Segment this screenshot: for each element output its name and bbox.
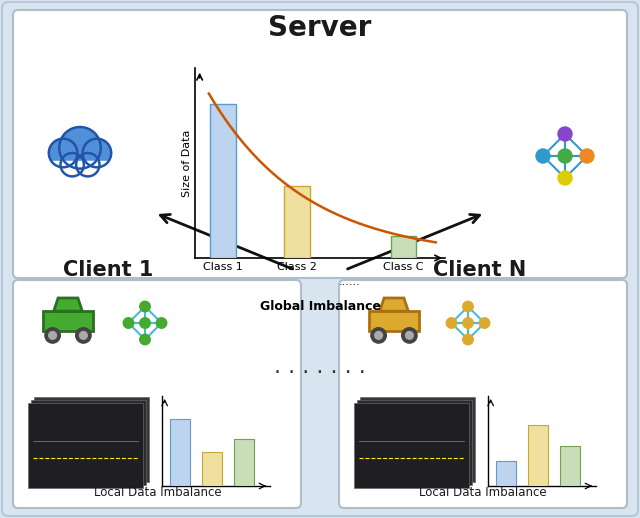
Circle shape — [140, 334, 150, 345]
Bar — [284, 185, 310, 258]
Text: · · · · · · ·: · · · · · · · — [274, 363, 366, 383]
Circle shape — [479, 318, 490, 328]
FancyBboxPatch shape — [13, 280, 301, 508]
Circle shape — [45, 328, 60, 343]
Bar — [170, 419, 191, 486]
Bar — [46, 161, 114, 179]
Circle shape — [59, 127, 101, 168]
Bar — [390, 236, 416, 258]
Circle shape — [76, 328, 91, 343]
Text: Local Data Imbalance: Local Data Imbalance — [94, 486, 222, 499]
Bar — [357, 400, 472, 485]
Bar — [234, 439, 253, 486]
Bar — [369, 311, 419, 331]
Bar — [528, 425, 548, 486]
Bar — [43, 311, 93, 331]
Circle shape — [124, 318, 134, 328]
Circle shape — [463, 301, 473, 312]
Circle shape — [402, 328, 417, 343]
Text: ......: ...... — [339, 277, 361, 287]
Circle shape — [156, 318, 167, 328]
Text: Global Imbalance: Global Imbalance — [259, 300, 381, 313]
Text: Server: Server — [268, 14, 372, 42]
Bar — [360, 397, 475, 482]
Text: Client N: Client N — [433, 260, 527, 280]
FancyBboxPatch shape — [339, 280, 627, 508]
Bar — [210, 104, 236, 258]
Circle shape — [375, 332, 383, 339]
Bar — [28, 403, 143, 488]
Circle shape — [83, 139, 111, 167]
Polygon shape — [380, 298, 408, 311]
Circle shape — [79, 332, 87, 339]
Circle shape — [536, 149, 550, 163]
Text: Client 1: Client 1 — [63, 260, 153, 280]
Bar — [354, 403, 469, 488]
Circle shape — [580, 149, 594, 163]
Text: Local Data Imbalance: Local Data Imbalance — [419, 486, 547, 499]
Circle shape — [558, 171, 572, 185]
Circle shape — [558, 149, 572, 163]
Circle shape — [371, 328, 387, 343]
Bar — [31, 400, 146, 485]
Circle shape — [463, 318, 473, 328]
Circle shape — [49, 139, 77, 167]
Circle shape — [61, 153, 84, 177]
Circle shape — [446, 318, 457, 328]
Polygon shape — [54, 298, 83, 311]
Circle shape — [406, 332, 413, 339]
FancyBboxPatch shape — [13, 10, 627, 278]
Circle shape — [558, 127, 572, 141]
Bar — [202, 452, 222, 486]
Circle shape — [140, 301, 150, 312]
Circle shape — [140, 318, 150, 328]
Bar — [559, 445, 580, 486]
Circle shape — [463, 334, 473, 345]
Bar — [497, 461, 516, 486]
Circle shape — [76, 153, 99, 177]
Circle shape — [49, 332, 56, 339]
Bar — [34, 397, 149, 482]
Y-axis label: Size of Data: Size of Data — [182, 130, 192, 197]
